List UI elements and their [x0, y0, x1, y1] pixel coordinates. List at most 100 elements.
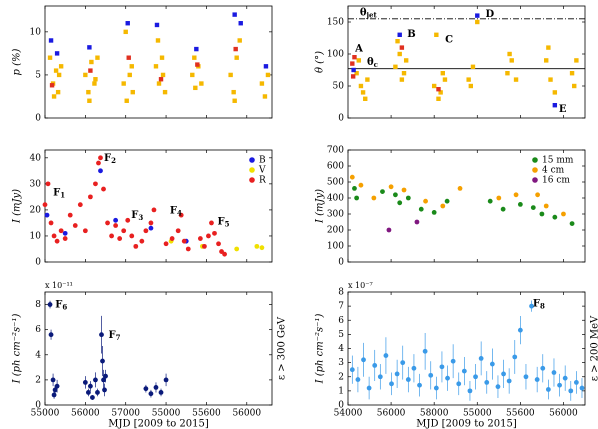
- point: [354, 195, 360, 201]
- point: [457, 186, 463, 191]
- point: [439, 364, 445, 370]
- point: [72, 223, 78, 228]
- y-tick-label: 300: [327, 210, 344, 220]
- point: [98, 155, 103, 161]
- point: [354, 71, 359, 76]
- annotation-sub: 2: [111, 156, 116, 165]
- plot-frame: [347, 5, 586, 119]
- point: [360, 90, 366, 95]
- point: [54, 383, 60, 389]
- y-tick-label: 8: [35, 300, 41, 310]
- point: [557, 382, 562, 388]
- point: [358, 83, 364, 89]
- point: [129, 64, 134, 69]
- point: [535, 192, 540, 198]
- annotation-text: D: [485, 8, 494, 19]
- point: [96, 160, 101, 166]
- point: [505, 71, 510, 76]
- point: [440, 203, 446, 209]
- point: [438, 90, 443, 95]
- y-tick-label: 200: [327, 226, 344, 236]
- point: [400, 360, 406, 366]
- plot-frame: [347, 149, 586, 263]
- point: [162, 89, 168, 95]
- point: [92, 81, 97, 86]
- annotation: θc: [367, 57, 378, 70]
- point: [433, 385, 439, 391]
- point: [62, 236, 68, 241]
- point: [259, 81, 265, 86]
- point: [399, 45, 405, 50]
- y-tick-label: 5: [35, 70, 41, 80]
- point: [428, 372, 434, 378]
- point: [380, 189, 385, 195]
- y-tick-label: 0: [35, 401, 41, 411]
- annotation: F5: [218, 216, 230, 229]
- annotation-sub: 6: [62, 302, 67, 311]
- point: [562, 375, 568, 381]
- legend-label: 16 cm: [542, 176, 570, 186]
- point: [468, 83, 474, 89]
- point: [539, 211, 545, 217]
- point: [475, 19, 480, 25]
- point: [54, 51, 60, 56]
- point: [127, 72, 132, 78]
- point: [386, 227, 392, 233]
- point: [484, 380, 490, 385]
- point: [394, 371, 400, 377]
- point: [47, 55, 53, 60]
- point: [478, 355, 484, 361]
- point: [202, 243, 207, 249]
- legend-swatch: [249, 177, 255, 183]
- y-tick-label: 7: [338, 302, 344, 312]
- legend-label: 15 mm: [542, 156, 574, 166]
- point: [123, 29, 128, 35]
- point: [82, 380, 88, 385]
- y-tick-label: 700: [327, 146, 344, 156]
- point: [450, 358, 456, 364]
- point: [383, 353, 389, 358]
- point: [90, 395, 95, 400]
- annotation: F7: [109, 329, 121, 342]
- point: [436, 87, 441, 92]
- point: [552, 103, 558, 108]
- point: [365, 77, 370, 82]
- y-tick-label: 0: [35, 258, 41, 268]
- point: [48, 332, 54, 338]
- point: [487, 198, 493, 204]
- y-tick-label: 150: [327, 18, 344, 28]
- annotation-sub: 8: [540, 301, 545, 310]
- point: [143, 386, 149, 392]
- annotation-text: F: [218, 216, 225, 227]
- annotation-text: F: [53, 187, 60, 198]
- point: [121, 81, 126, 86]
- point: [101, 377, 106, 383]
- point: [93, 181, 98, 187]
- point: [263, 64, 269, 69]
- point: [89, 59, 94, 65]
- y-tick-label: 0: [35, 114, 41, 124]
- point: [461, 368, 467, 374]
- point: [98, 168, 103, 174]
- point: [431, 210, 437, 215]
- point: [148, 225, 154, 231]
- plot-frame: [44, 5, 273, 119]
- point: [156, 81, 162, 86]
- point: [355, 377, 361, 382]
- point: [530, 205, 536, 211]
- point: [262, 94, 268, 99]
- point: [372, 363, 378, 368]
- legend-swatch: [532, 157, 538, 163]
- point: [393, 64, 398, 69]
- y-tick-label: 1: [338, 386, 344, 396]
- y-tick-label: 4: [35, 350, 41, 360]
- point: [216, 241, 221, 247]
- point: [95, 55, 100, 60]
- point: [199, 81, 204, 86]
- point: [88, 383, 93, 389]
- point: [551, 370, 557, 375]
- point: [88, 68, 93, 73]
- point: [234, 246, 240, 252]
- point: [569, 221, 575, 227]
- point: [467, 388, 473, 394]
